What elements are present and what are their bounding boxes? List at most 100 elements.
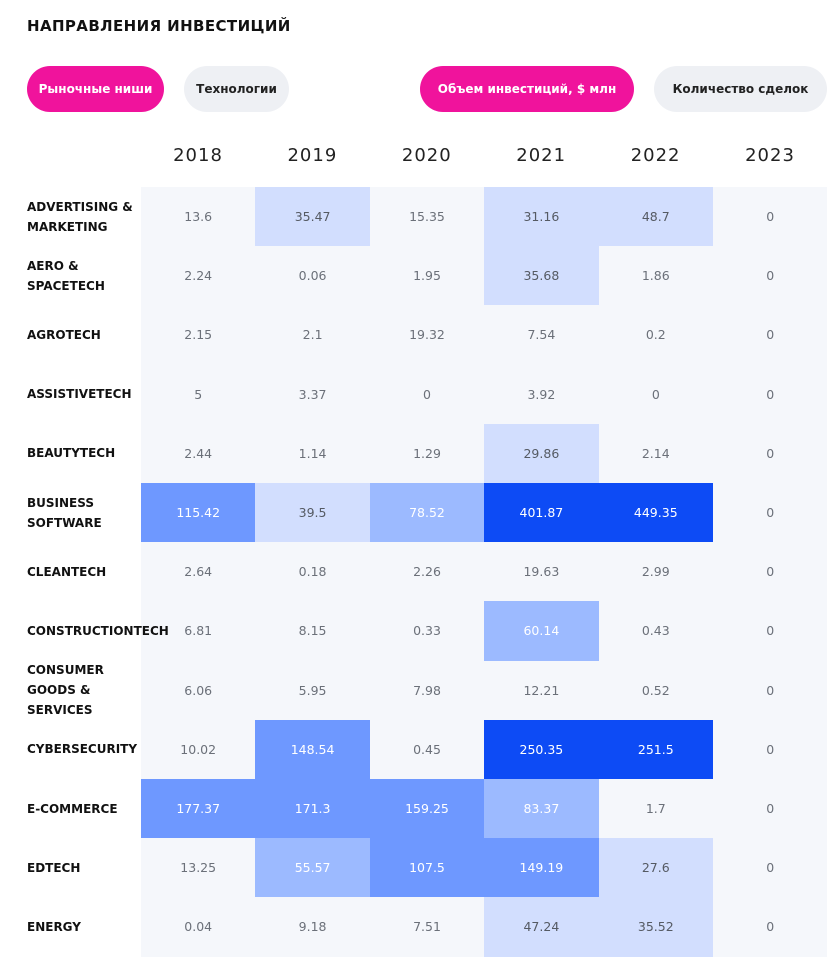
heatmap-cell: 7.98 bbox=[413, 682, 441, 698]
heatmap-cell: 0.52 bbox=[641, 682, 670, 698]
heatmap-cell: 0 bbox=[766, 268, 775, 284]
heatmap-cell: 2.44 bbox=[184, 445, 213, 461]
heatmap-cell: 149.19 bbox=[484, 838, 599, 898]
heatmap-cell: 2.1 bbox=[302, 327, 323, 343]
heatmap-cell: 13.6 bbox=[184, 209, 213, 225]
heatmap-cell: 0 bbox=[766, 919, 775, 935]
heatmap-cell: 0 bbox=[766, 386, 775, 402]
heatmap-cell: 0.33 bbox=[413, 623, 441, 639]
heatmap-cell: 12.21 bbox=[523, 682, 560, 698]
heatmap-cell: 1.86 bbox=[641, 268, 670, 284]
heatmap-cell: 159.25 bbox=[369, 779, 485, 839]
heatmap-cell: 35.52 bbox=[598, 897, 713, 957]
column-header-year: 2020 bbox=[401, 145, 452, 166]
column-header-year: 2021 bbox=[516, 145, 567, 166]
heatmap-cell: 19.63 bbox=[523, 564, 560, 580]
heatmap-cell: 0 bbox=[651, 386, 660, 402]
heatmap-cell: 0.43 bbox=[641, 623, 670, 639]
heatmap-cell: 0.18 bbox=[298, 564, 327, 580]
row-label: CONSUMER GOODS & SERVICES bbox=[27, 663, 104, 718]
heatmap-cell: 1.95 bbox=[413, 268, 441, 284]
heatmap-cell: 83.37 bbox=[484, 779, 599, 839]
heatmap-cell: 0 bbox=[766, 682, 775, 698]
row-label: AERO & SPACETECH bbox=[27, 258, 105, 293]
heatmap-cell: 3.37 bbox=[298, 386, 327, 402]
heatmap-cell: 0.2 bbox=[645, 327, 666, 343]
heatmap-cell: 0.04 bbox=[184, 919, 213, 935]
heatmap-cell: 55.57 bbox=[255, 838, 370, 898]
heatmap-cell: 0 bbox=[766, 741, 775, 757]
row-label: ASSISTIVETECH bbox=[27, 387, 132, 402]
heatmap-cell: 6.81 bbox=[184, 623, 213, 639]
heatmap-cell: 0 bbox=[766, 623, 775, 639]
heatmap-cell: 171.3 bbox=[255, 779, 370, 839]
heatmap-cell: 115.42 bbox=[141, 483, 256, 543]
heatmap-cell: 1.7 bbox=[645, 801, 666, 817]
heatmap-cell: 48.7 bbox=[598, 187, 713, 247]
row-label: ENERGY bbox=[27, 919, 81, 934]
heatmap-cell: 13.25 bbox=[180, 860, 217, 876]
heatmap-cell: 78.52 bbox=[369, 483, 485, 543]
heatmap-cell: 31.16 bbox=[484, 187, 599, 247]
heatmap-cell: 2.64 bbox=[184, 564, 213, 580]
heatmap-cell: 5 bbox=[194, 386, 203, 402]
heatmap-cell: 401.87 bbox=[484, 483, 599, 543]
heatmap-cell: 2.26 bbox=[413, 564, 441, 580]
heatmap-cell: 0 bbox=[766, 505, 775, 521]
row-label: CLEANTECH bbox=[27, 564, 107, 579]
heatmap-cell: 1.29 bbox=[413, 445, 441, 461]
heatmap-cell: 2.14 bbox=[641, 445, 670, 461]
heatmap-cell: 6.06 bbox=[184, 682, 213, 698]
heatmap-cell: 15.35 bbox=[409, 209, 445, 225]
heatmap-cell: 0.06 bbox=[298, 268, 327, 284]
heatmap-cell: 39.5 bbox=[255, 483, 370, 543]
heatmap-cell: 251.5 bbox=[598, 719, 713, 779]
heatmap-cell: 60.14 bbox=[484, 601, 599, 661]
row-label: E-COMMERCE bbox=[27, 801, 118, 816]
tab-technologies[interactable]: Технологии bbox=[184, 66, 289, 112]
heatmap-cell: 5.95 bbox=[298, 682, 327, 698]
row-label: ADVERTISING & MARKETING bbox=[27, 199, 133, 234]
heatmap-cell: 27.6 bbox=[598, 838, 713, 898]
tab-market-niches[interactable]: Рыночные ниши bbox=[27, 66, 164, 112]
row-label: BEAUTYTECH bbox=[27, 446, 116, 461]
row-label: BUSINESS SOFTWARE bbox=[27, 495, 102, 530]
column-header-year: 2019 bbox=[287, 145, 338, 166]
heatmap-cell: 9.18 bbox=[298, 919, 327, 935]
heatmap-cell: 19.32 bbox=[409, 327, 445, 343]
heatmap-cell: 7.51 bbox=[413, 919, 441, 935]
row-label: AGROTECH bbox=[27, 327, 101, 342]
heatmap-cell: 250.35 bbox=[484, 719, 599, 779]
page-title: НАПРАВЛЕНИЯ ИНВЕСТИЦИЙ bbox=[27, 17, 291, 35]
heatmap-cell: 35.68 bbox=[484, 246, 599, 306]
heatmap-cell: 2.99 bbox=[641, 564, 670, 580]
heatmap-cell: 148.54 bbox=[255, 719, 370, 779]
row-label: EDTECH bbox=[27, 860, 81, 875]
heatmap-cell: 0 bbox=[766, 564, 775, 580]
row-label: CONSTRUCTIONTECH bbox=[27, 623, 169, 638]
column-header-year: 2023 bbox=[745, 145, 795, 166]
heatmap-cell: 29.86 bbox=[484, 423, 599, 483]
heatmap-cell: 0 bbox=[766, 327, 775, 343]
heatmap-cell: 0 bbox=[766, 860, 775, 876]
heatmap-cell: 0.45 bbox=[413, 741, 441, 757]
tab-investment-volume[interactable]: Объем инвестиций, $ млн bbox=[420, 66, 634, 112]
heatmap-cell: 0 bbox=[766, 445, 775, 461]
heatmap-cell: 3.92 bbox=[527, 386, 556, 402]
heatmap-cell: 0 bbox=[766, 209, 775, 225]
heatmap-cell: 0 bbox=[423, 386, 431, 402]
heatmap-cell: 47.24 bbox=[484, 897, 599, 957]
heatmap-cell: 0 bbox=[766, 801, 775, 817]
heatmap-cell: 1.14 bbox=[298, 445, 327, 461]
heatmap-cell: 177.37 bbox=[141, 779, 256, 839]
heatmap-cell: 35.47 bbox=[255, 187, 370, 247]
heatmap-cell: 2.15 bbox=[184, 327, 213, 343]
heatmap-cell: 7.54 bbox=[527, 327, 556, 343]
tab-deal-count[interactable]: Количество сделок bbox=[654, 66, 827, 112]
column-header-year: 2018 bbox=[173, 145, 223, 166]
heatmap-cell: 10.02 bbox=[180, 741, 217, 757]
row-label: CYBERSECURITY bbox=[27, 742, 138, 757]
heatmap-cell: 107.5 bbox=[369, 838, 485, 898]
column-header-year: 2022 bbox=[630, 145, 681, 166]
